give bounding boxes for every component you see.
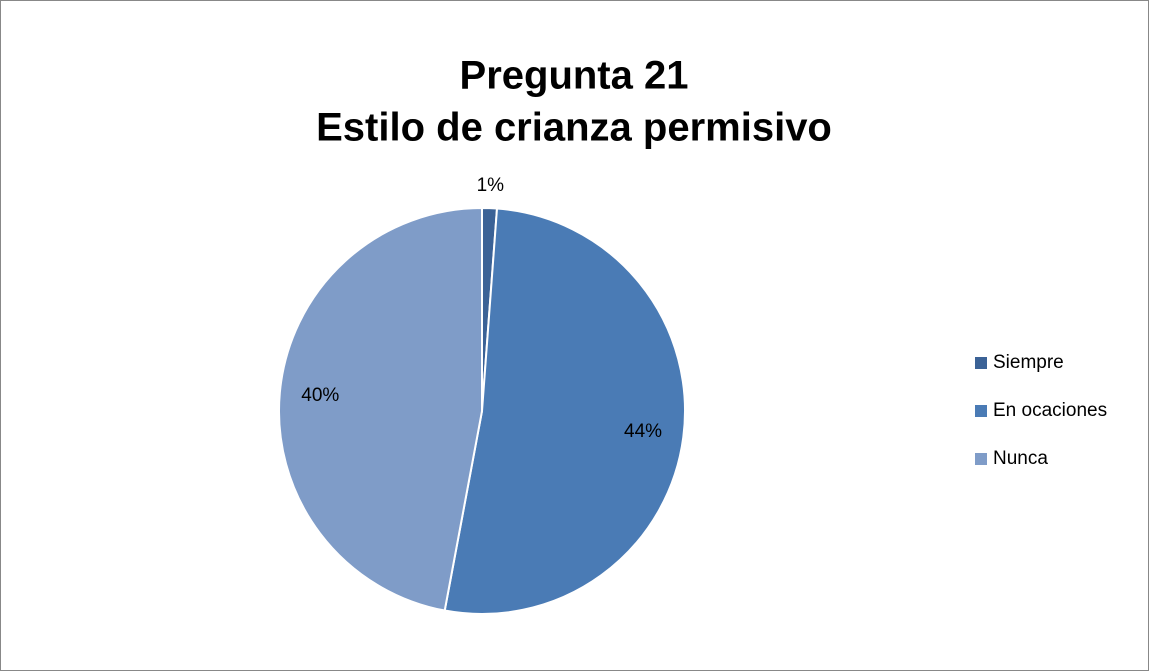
data-label: 40% bbox=[301, 385, 339, 406]
legend-label: Siempre bbox=[993, 352, 1064, 373]
legend-swatch bbox=[975, 453, 987, 465]
pie-slice bbox=[278, 206, 483, 612]
chart-title: Estilo de crianza permisivo bbox=[316, 106, 832, 150]
legend-swatch bbox=[975, 405, 987, 417]
data-label: 1% bbox=[477, 175, 505, 196]
legend-label: Nunca bbox=[993, 448, 1048, 469]
chart-title: Pregunta 21 bbox=[460, 54, 689, 98]
legend-swatch bbox=[975, 357, 987, 369]
data-label: 44% bbox=[624, 421, 662, 442]
legend-label: En ocaciones bbox=[993, 400, 1107, 421]
pie-slice bbox=[443, 207, 686, 615]
